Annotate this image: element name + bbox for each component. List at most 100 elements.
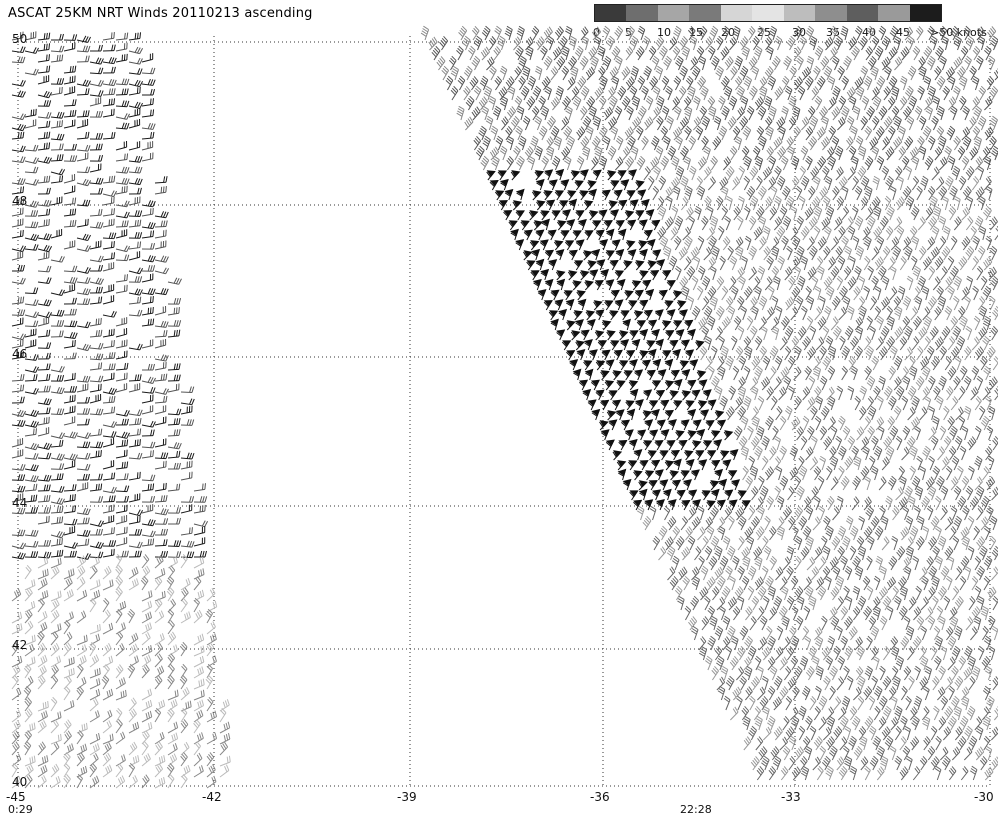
wind-barb [139, 711, 153, 722]
wind-barb [64, 386, 77, 392]
wind-barb [72, 730, 84, 744]
wind-barb [23, 657, 37, 667]
wind-barb [151, 611, 165, 623]
wind-barb [719, 157, 732, 170]
wind-barb [38, 485, 51, 491]
wind-barb [554, 218, 566, 230]
wind-barb [46, 675, 58, 689]
wind-barb [548, 97, 561, 110]
wind-barb [51, 386, 64, 394]
wind-barb [115, 54, 128, 62]
wind-barb [920, 97, 933, 110]
wind-barb [804, 26, 815, 40]
wind-barb [843, 167, 856, 180]
wind-barb [731, 237, 744, 250]
wind-barb [483, 168, 495, 180]
wind-barb [103, 430, 116, 437]
wind-barb [166, 690, 180, 700]
wind-barb [958, 76, 968, 90]
wind-barb [943, 67, 956, 80]
wind-barb [695, 157, 708, 170]
wind-barb [610, 76, 619, 90]
wind-barb [569, 66, 578, 80]
wind-barb [671, 106, 681, 120]
wind-barb [736, 276, 746, 290]
wind-barb [495, 168, 506, 180]
wind-barb [76, 219, 89, 227]
wind-barb [767, 186, 777, 200]
wind-barb [141, 319, 154, 326]
wind-barb [74, 644, 88, 656]
wind-barb [984, 26, 996, 40]
wind-barb [11, 449, 25, 458]
wind-barb [77, 56, 90, 62]
wind-barb [129, 155, 142, 162]
wind-barb [526, 156, 535, 170]
wind-barb [850, 156, 859, 170]
wind-barb [929, 277, 942, 290]
wind-barb [37, 33, 50, 40]
wind-barb [153, 339, 167, 348]
wind-barb [930, 147, 943, 160]
wind-barb [629, 278, 641, 290]
wind-barb [710, 136, 722, 150]
wind-barb [168, 463, 181, 469]
wind-barb [90, 474, 103, 480]
wind-barb [178, 611, 192, 623]
wind-barb [102, 407, 115, 414]
wind-barb [707, 266, 717, 280]
wind-barb [51, 133, 64, 140]
wind-barb [203, 588, 216, 601]
wind-barb [9, 612, 23, 623]
wind-barb [88, 579, 102, 590]
wind-barb [25, 309, 39, 318]
wind-barb [192, 690, 206, 700]
wind-barb [100, 623, 114, 634]
wind-barb [11, 297, 24, 304]
wind-barb [757, 136, 767, 150]
wind-barb [141, 53, 155, 62]
wind-barb [102, 252, 115, 260]
wind-barb [128, 472, 141, 480]
wind-barb [912, 26, 924, 40]
wind-barb [64, 309, 77, 315]
wind-barb [670, 76, 681, 90]
wind-barb [116, 254, 129, 261]
wind-barb [808, 116, 818, 130]
wind-barb [61, 589, 75, 601]
wind-barb [795, 86, 806, 100]
wind-barb [73, 577, 86, 590]
wind-barb [461, 117, 474, 130]
wind-barb [924, 26, 935, 40]
wind-barb [191, 557, 205, 568]
wind-barb [77, 88, 90, 95]
wind-barb [203, 764, 216, 777]
wind-barb [613, 56, 623, 70]
wind-barb [167, 330, 180, 337]
wind-barb [37, 66, 50, 73]
wind-barb [103, 419, 117, 428]
wind-barb [25, 232, 39, 241]
wind-barb [129, 232, 142, 238]
wind-barb [151, 666, 165, 678]
wind-barb [820, 196, 831, 210]
wind-barb [744, 267, 757, 280]
wind-barb [492, 188, 503, 200]
wind-barb [77, 397, 90, 403]
wind-barb [177, 588, 190, 601]
wind-barb [51, 254, 64, 262]
wind-barb [690, 66, 701, 80]
wind-barb [128, 493, 142, 502]
wind-barb [11, 251, 25, 260]
wind-barb [893, 226, 904, 240]
wind-barb [115, 317, 129, 326]
wind-barb [63, 460, 77, 469]
wind-barb [530, 218, 542, 230]
wind-barb [25, 320, 38, 327]
wind-barb [64, 331, 77, 339]
wind-barb [25, 419, 38, 428]
wind-barb [128, 197, 141, 205]
wind-barb [140, 590, 154, 601]
wind-barb [141, 132, 154, 139]
wind-barb [612, 268, 623, 280]
